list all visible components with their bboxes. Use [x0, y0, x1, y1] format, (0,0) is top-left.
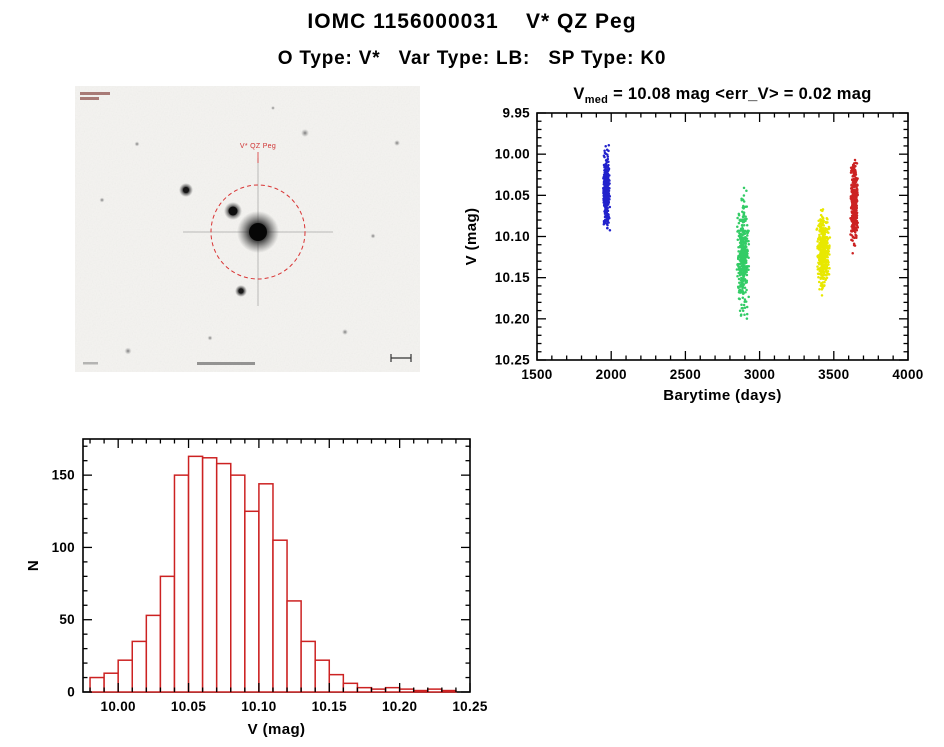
- svg-text:10.15: 10.15: [312, 699, 347, 714]
- svg-text:10.20: 10.20: [382, 699, 417, 714]
- hist-bars: [89, 455, 457, 693]
- svg-text:4000: 4000: [892, 367, 923, 382]
- scatter-ticks: [536, 112, 909, 361]
- companion-star: [224, 202, 242, 220]
- svg-text:10.25: 10.25: [452, 699, 487, 714]
- svg-text:10.05: 10.05: [495, 188, 530, 203]
- svg-text:0: 0: [67, 685, 75, 700]
- hist-ylabel: N: [25, 560, 42, 571]
- svg-text:10.00: 10.00: [495, 147, 530, 162]
- star-field: [99, 106, 400, 355]
- svg-text:10.10: 10.10: [495, 229, 530, 244]
- finding-chart-image: V* QZ Peg: [75, 86, 420, 372]
- svg-text:3500: 3500: [818, 367, 849, 382]
- page-subtitle: O Type: V* Var Type: LB: SP Type: K0: [277, 48, 667, 69]
- scatter-ylabel: V (mag): [463, 208, 480, 266]
- svg-text:2000: 2000: [596, 367, 627, 382]
- illegible-annotation-bottom-left: [83, 362, 98, 365]
- scatter-title: Vmed = 10.08 mag <err_V> = 0.02 mag: [573, 85, 871, 106]
- svg-text:9.95: 9.95: [503, 106, 531, 121]
- svg-text:10.25: 10.25: [495, 353, 530, 368]
- svg-text:10.15: 10.15: [495, 270, 530, 285]
- svg-text:10.10: 10.10: [241, 699, 276, 714]
- field-star: [179, 183, 193, 197]
- page-title: IOMC 1156000031 V* QZ Peg: [307, 10, 637, 33]
- target-label: V* QZ Peg: [240, 143, 276, 150]
- svg-text:150: 150: [52, 468, 75, 483]
- illegible-annotation-top-left: [80, 92, 110, 100]
- hist-tick-labels: 10.00 10.05 10.10 10.15 10.20 10.25 0 50 100 150: [52, 468, 488, 714]
- svg-text:10.05: 10.05: [171, 699, 206, 714]
- scatter-points: [602, 144, 860, 320]
- svg-text:2500: 2500: [670, 367, 701, 382]
- hist-ticks: [83, 439, 471, 693]
- scale-bar: [390, 354, 412, 362]
- field-star: [235, 285, 247, 297]
- magnitude-histogram: 10.00 10.05 10.10 10.15 10.20 10.25 0 50 100 150 V…: [25, 438, 488, 738]
- illegible-annotation-bottom-center: [197, 362, 255, 365]
- svg-text:1500: 1500: [521, 367, 552, 382]
- hist-xlabel: V (mag): [248, 721, 306, 738]
- svg-text:50: 50: [59, 612, 75, 627]
- scatter-xlabel: Barytime (days): [663, 387, 782, 404]
- scatter-tick-labels: 1500 2000 2500 3000 3500 4000 9.95 10.00 10.05 10…: [495, 106, 924, 383]
- svg-text:100: 100: [52, 540, 75, 555]
- svg-text:10.20: 10.20: [495, 311, 530, 326]
- svg-text:3000: 3000: [744, 367, 775, 382]
- svg-text:10.00: 10.00: [101, 699, 136, 714]
- target-star: [183, 158, 333, 306]
- target-aperture-circle: [210, 184, 306, 280]
- lightcurve-scatter-plot: 1500 2000 2500 3000 3500 4000 9.95 10.00 10.05 10…: [463, 85, 924, 404]
